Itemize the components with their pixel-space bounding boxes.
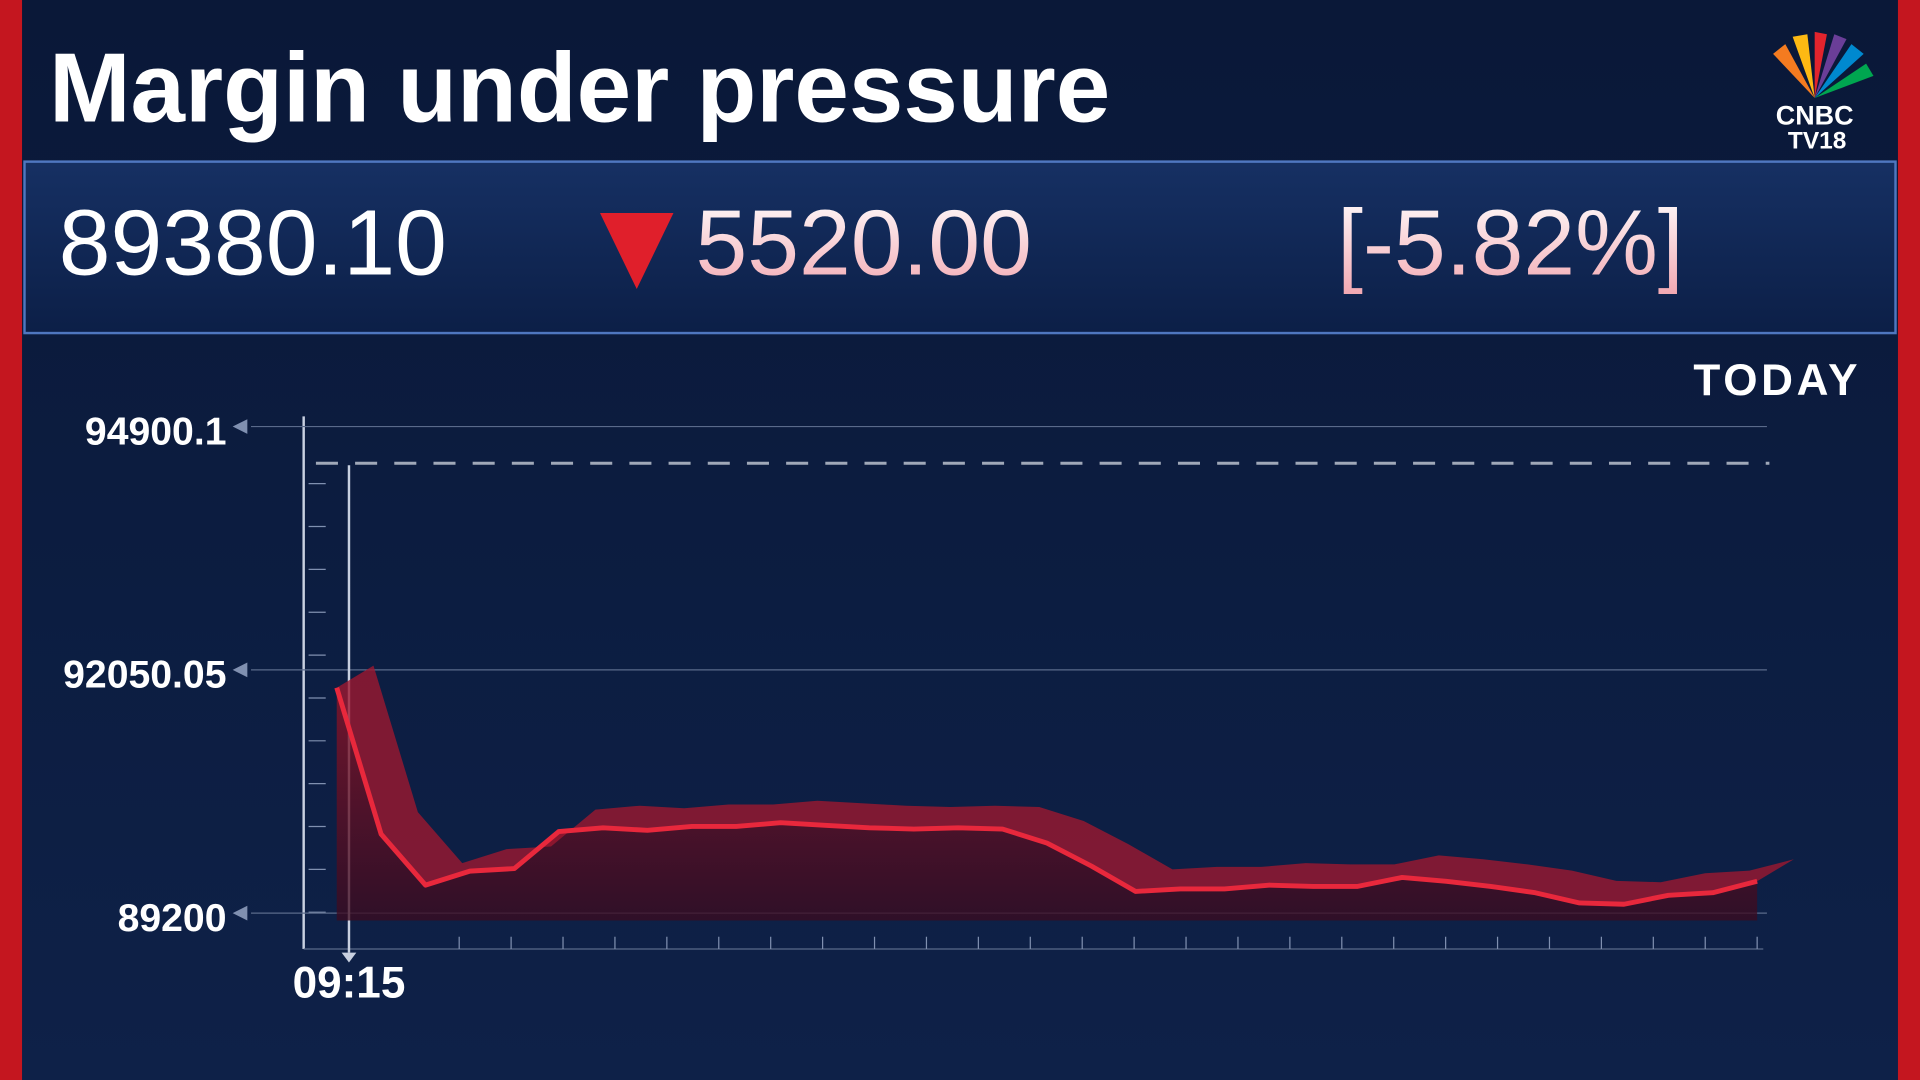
y-tick-arrow	[232, 662, 248, 678]
x-tick-label: 09:15	[293, 958, 406, 1007]
price: 89380.10	[59, 190, 447, 294]
down-arrow	[600, 213, 674, 289]
y-tick-arrow	[232, 905, 248, 921]
logo-feather	[1773, 44, 1815, 98]
y-tick-label: 92050.05	[63, 654, 226, 697]
y-tick-label: 89200	[118, 897, 227, 940]
logo-text: CNBC	[1776, 101, 1854, 131]
change: 5520.00	[696, 190, 1032, 294]
area	[336, 687, 1758, 921]
logo-feather	[1792, 34, 1815, 98]
logo-feather	[1814, 44, 1864, 98]
logo-feather	[1814, 34, 1847, 98]
y-tick-label: 94900.1	[85, 410, 227, 453]
y-tick-arrow	[232, 419, 248, 434]
change-percent: [-5.82%]	[1337, 190, 1684, 294]
logo-feather	[1814, 31, 1827, 98]
quote-bar	[23, 160, 1897, 335]
left-edge	[0, 0, 23, 1080]
period-label: TODAY	[1693, 356, 1861, 405]
logo-text: TV18	[1788, 128, 1846, 155]
right-edge	[1897, 0, 1920, 1080]
logo-feather	[1814, 63, 1874, 98]
title: Margin under pressure	[49, 32, 1110, 142]
line	[334, 686, 1758, 907]
logo: CNBC TV18	[1773, 31, 1874, 155]
x-tick-arrow	[341, 952, 357, 963]
